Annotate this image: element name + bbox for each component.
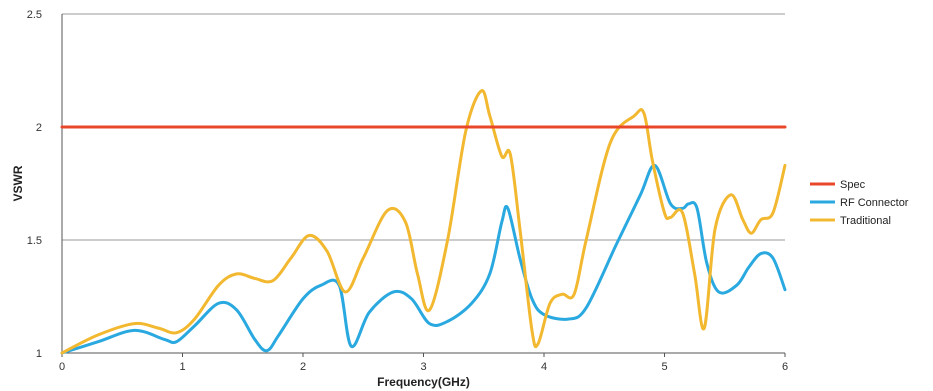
series-lines	[60, 89, 787, 355]
y-tick-label: 2.5	[27, 9, 42, 21]
x-tick-label: 2	[300, 361, 306, 373]
x-axis-title: Frequency(GHz)	[377, 375, 470, 389]
x-tick-label: 4	[541, 361, 547, 373]
legend: Spec RF Connector Traditional	[810, 179, 909, 227]
legend-label-traditional: Traditional	[840, 215, 891, 227]
legend-label-spec: Spec	[840, 179, 866, 191]
legend-label-rf-connector: RF Connector	[840, 197, 909, 209]
x-tick-label: 0	[59, 361, 65, 373]
x-tick-label: 6	[782, 361, 788, 373]
x-tick-label: 5	[661, 361, 667, 373]
y-tick-label: 2	[36, 122, 42, 134]
x-tick-label: 3	[420, 361, 426, 373]
axes	[61, 14, 786, 357]
y-tick-label: 1.5	[27, 235, 42, 247]
series-line-rf-connector	[60, 163, 787, 355]
x-tick-label: 1	[179, 361, 185, 373]
y-axis-title: VSWR	[11, 165, 25, 201]
y-tick-label: 1	[36, 348, 42, 360]
series-line-traditional	[60, 89, 787, 355]
tick-labels: 1 1.5 2 2.5 0 1 2 3 4 5 6	[27, 9, 788, 373]
